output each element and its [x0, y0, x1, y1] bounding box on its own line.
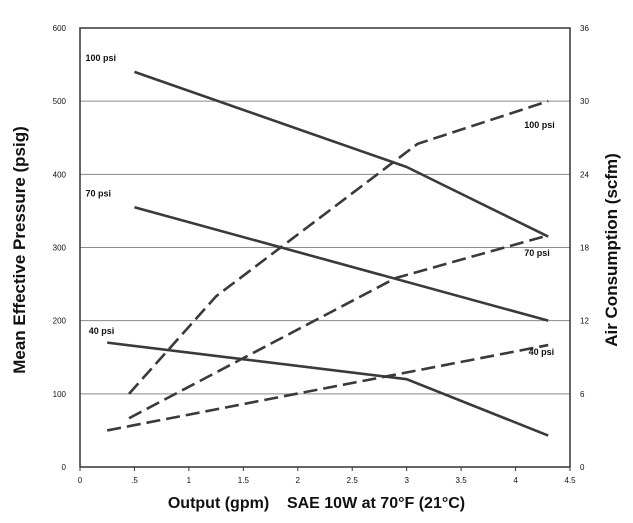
y-left-tick-label: 300 — [53, 244, 67, 253]
pressure-line — [134, 70, 549, 238]
x-axis-label: Output (gpm) SAE 10W at 70°F (21°C) — [0, 495, 633, 513]
y-axis-label-left-text: Mean Effective Pressure (psig) — [10, 126, 29, 374]
x-tick-label: 2 — [296, 476, 301, 485]
y-axis-label-right: Air Consumption (scfm) — [598, 28, 626, 472]
air-consumption-line — [128, 234, 549, 420]
x-axis-label-note: SAE 10W at 70°F (21°C) — [286, 495, 466, 512]
series-annotation: 100 psi — [524, 120, 555, 130]
plot-frame — [79, 27, 571, 468]
y-right-tick-label: 0 — [580, 463, 585, 472]
pressure-line — [107, 341, 549, 437]
y-right-tick-label: 12 — [580, 317, 589, 326]
y-left-tick-label: 500 — [53, 97, 67, 106]
y-right-tick-label: 30 — [580, 97, 589, 106]
y-left-tick-label: 200 — [53, 317, 67, 326]
x-tick-label: 3 — [404, 476, 409, 485]
y-left-tick-label: 0 — [62, 463, 67, 472]
pressure-line — [134, 206, 549, 322]
series-annotation: 70 psi — [85, 188, 111, 198]
y-right-tick-label: 18 — [580, 244, 589, 253]
x-axis-label-text: Output (gpm) — [167, 495, 270, 512]
y-right-tick-label: 6 — [580, 390, 585, 399]
y-left-tick-label: 400 — [53, 170, 67, 179]
x-tick-label: 4.5 — [564, 476, 576, 485]
y-axis-label-left: Mean Effective Pressure (psig) — [6, 28, 34, 472]
x-tick-label: 1 — [187, 476, 192, 485]
y-right-tick-label: 24 — [580, 170, 589, 179]
y-right-tick-label: 36 — [580, 24, 589, 33]
x-tick-label: 3.5 — [456, 476, 468, 485]
x-tick-label: 0 — [78, 476, 83, 485]
x-tick-label: 2.5 — [347, 476, 359, 485]
series-annotation: 40 psi — [529, 347, 555, 357]
series-annotation: 40 psi — [89, 326, 115, 336]
series-annotation: 100 psi — [85, 53, 116, 63]
x-tick-label: .5 — [131, 476, 138, 485]
y-left-tick-label: 100 — [53, 390, 67, 399]
y-axis-label-right-text: Air Consumption (scfm) — [602, 153, 621, 347]
x-tick-label: 4 — [513, 476, 518, 485]
y-left-tick-label: 600 — [53, 24, 67, 33]
x-tick-label: 1.5 — [238, 476, 250, 485]
series-annotation: 70 psi — [524, 248, 550, 258]
air-consumption-line — [106, 343, 549, 432]
air-consumption-line — [128, 99, 549, 395]
